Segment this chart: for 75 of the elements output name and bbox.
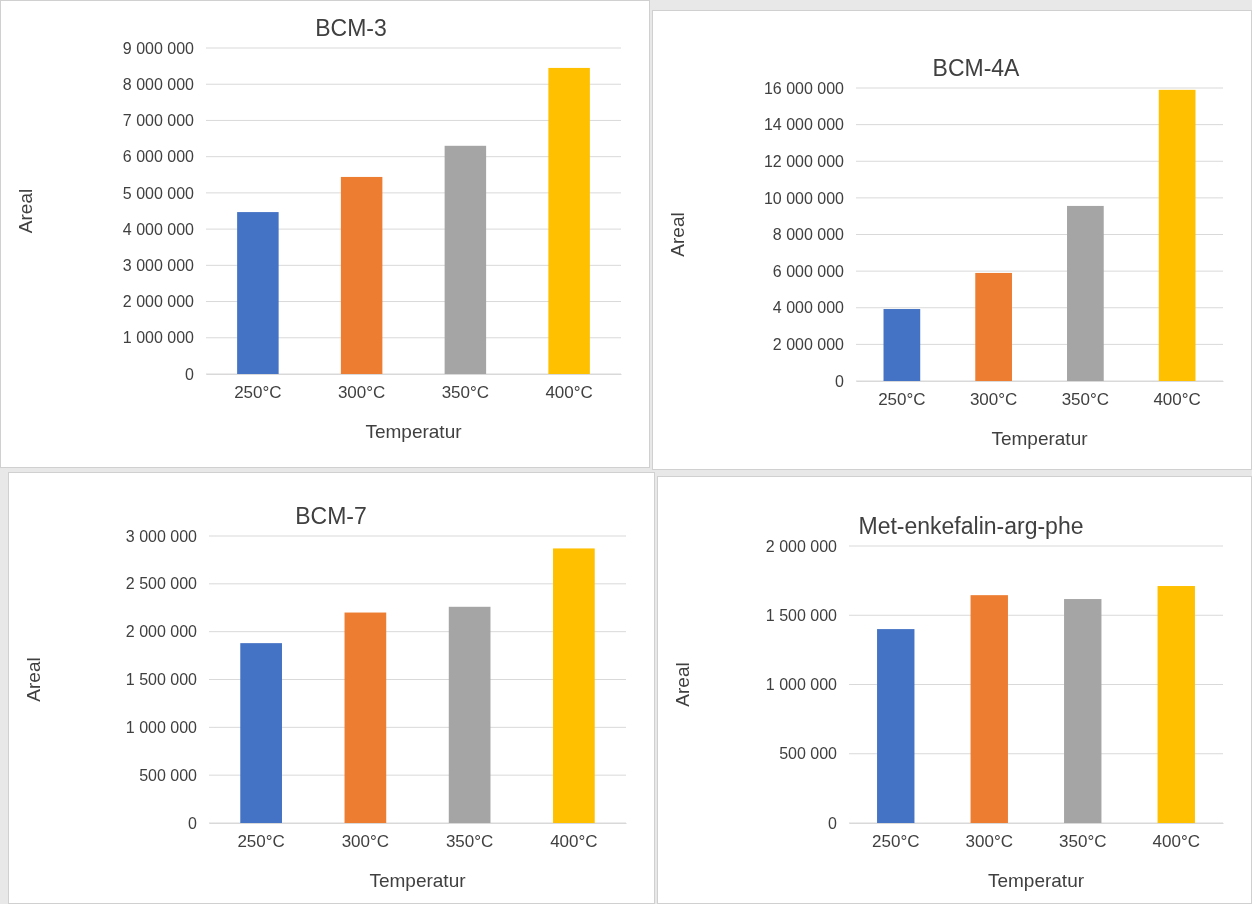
bar — [1067, 205, 1104, 381]
bar — [344, 612, 387, 823]
x-tick-label: 350°C — [1059, 832, 1107, 852]
bar — [877, 629, 915, 823]
y-tick-label: 2 000 000 — [765, 537, 838, 555]
y-tick-label: 0 — [835, 372, 845, 390]
x-tick-label: 250°C — [237, 832, 285, 852]
y-tick-label: 16 000 000 — [763, 79, 845, 97]
bar — [970, 595, 1008, 823]
bar — [1158, 89, 1196, 381]
chart-title: BCM-4A — [932, 55, 1021, 81]
bar — [340, 176, 383, 374]
x-tick-label: 250°C — [878, 390, 926, 410]
bar — [1157, 586, 1195, 823]
y-axis-title: Areal — [15, 188, 37, 234]
chart-title: BCM-7 — [295, 503, 367, 529]
x-tick-label: 250°C — [872, 832, 920, 852]
y-tick-label: 1 000 000 — [125, 718, 198, 736]
y-tick-label: 500 000 — [779, 745, 838, 763]
x-axis-title: Temperatur — [365, 421, 463, 442]
x-axis-title: Temperatur — [991, 428, 1089, 449]
y-tick-label: 1 000 000 — [765, 676, 838, 694]
x-tick-label: 400°C — [1153, 390, 1201, 410]
y-tick-label: 500 000 — [139, 766, 198, 784]
chart-title: Met-enkefalin-arg-phe — [858, 513, 1084, 539]
y-tick-label: 2 500 000 — [125, 575, 198, 593]
x-tick-label: 350°C — [445, 832, 494, 852]
y-tick-label: 9 000 000 — [122, 39, 195, 57]
y-tick-label: 6 000 000 — [772, 262, 845, 280]
y-tick-label: 1 000 000 — [122, 329, 195, 347]
x-tick-label: 350°C — [1061, 390, 1110, 410]
x-axis-title: Temperatur — [987, 870, 1085, 891]
x-tick-label: 300°C — [969, 390, 1018, 410]
y-tick-label: 8 000 000 — [772, 226, 845, 244]
bar — [548, 67, 590, 374]
chart-title: BCM-3 — [315, 15, 387, 41]
y-tick-label: 2 000 000 — [122, 293, 195, 311]
y-tick-label: 4 000 000 — [772, 299, 845, 317]
y-tick-label: 5 000 000 — [122, 184, 195, 202]
y-tick-label: 8 000 000 — [122, 75, 195, 93]
y-tick-label: 10 000 000 — [763, 189, 845, 207]
bar — [448, 606, 491, 823]
y-tick-label: 3 000 000 — [122, 256, 195, 274]
y-tick-label: 1 500 000 — [125, 671, 198, 689]
x-axis-title: Temperatur — [369, 870, 467, 891]
y-tick-label: 7 000 000 — [122, 112, 195, 130]
bar — [553, 548, 595, 823]
y-tick-label: 0 — [185, 365, 195, 383]
bar — [444, 145, 487, 374]
y-tick-label: 4 000 000 — [122, 220, 195, 238]
y-tick-label: 6 000 000 — [122, 148, 195, 166]
x-tick-label: 250°C — [234, 383, 282, 403]
x-tick-label: 400°C — [550, 832, 598, 852]
bar — [1064, 599, 1102, 823]
y-tick-label: 3 000 000 — [125, 527, 198, 545]
x-tick-label: 400°C — [1152, 832, 1200, 852]
x-tick-label: 300°C — [337, 383, 386, 403]
y-tick-label: 2 000 000 — [125, 623, 198, 641]
y-tick-label: 14 000 000 — [763, 116, 845, 134]
y-tick-label: 1 500 000 — [765, 606, 838, 624]
bar — [240, 643, 282, 823]
bar — [883, 309, 921, 381]
y-tick-label: 0 — [188, 814, 198, 832]
y-axis-title: Areal — [23, 657, 45, 702]
bar — [237, 212, 279, 374]
y-tick-label: 2 000 000 — [772, 335, 845, 353]
x-tick-label: 400°C — [545, 383, 593, 403]
bar — [975, 272, 1012, 381]
y-tick-label: 0 — [828, 814, 838, 832]
y-tick-label: 12 000 000 — [763, 152, 845, 170]
x-tick-label: 300°C — [341, 832, 390, 852]
x-tick-label: 300°C — [965, 832, 1013, 852]
y-axis-title: Areal — [667, 212, 689, 257]
y-axis-title: Areal — [672, 662, 694, 707]
x-tick-label: 350°C — [441, 383, 490, 403]
